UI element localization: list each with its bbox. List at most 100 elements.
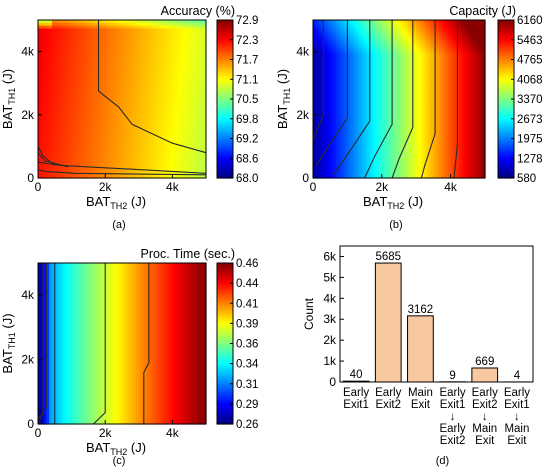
- heatmap-cell: [350, 130, 354, 134]
- heatmap-cell: [155, 76, 159, 80]
- heatmap-cell: [376, 51, 380, 55]
- heatmap-cell: [318, 39, 323, 44]
- heatmap-cell: [54, 96, 59, 100]
- heatmap-cell: [110, 53, 115, 58]
- heatmap-cell: [158, 124, 162, 128]
- heatmap-cell: [91, 56, 95, 61]
- colorbar-segment: [217, 53, 233, 57]
- heatmap-cell: [175, 39, 179, 44]
- heatmap-cell: [313, 118, 317, 123]
- heatmap-cell: [43, 79, 47, 83]
- heatmap-cell: [183, 70, 187, 75]
- heatmap-cell: [370, 45, 374, 49]
- heatmap-cell: [99, 67, 103, 72]
- heatmap-cell: [133, 56, 137, 61]
- heatmap-cell: [147, 34, 151, 38]
- heatmap-cell: [200, 107, 204, 111]
- heatmap-cell: [38, 20, 42, 24]
- heatmap-cell: [88, 107, 92, 111]
- heatmap-cell: [124, 107, 129, 111]
- heatmap-cell: [91, 28, 95, 32]
- heatmap-cell: [376, 130, 380, 134]
- heatmap-cell: [155, 135, 159, 140]
- heatmap-cell: [71, 51, 75, 55]
- heatmap-cell: [77, 107, 81, 111]
- heatmap-cell: [63, 127, 67, 131]
- heatmap-cell: [77, 53, 81, 58]
- heatmap-cell: [186, 158, 190, 162]
- heatmap-cell: [57, 113, 61, 117]
- heatmap-cell: [194, 113, 199, 117]
- heatmap-cell: [102, 155, 106, 159]
- heatmap-cell: [88, 101, 92, 106]
- heatmap-cell: [119, 132, 123, 137]
- heatmap-cell: [358, 67, 363, 72]
- heatmap-cell: [82, 45, 87, 49]
- heatmap-cell: [347, 76, 351, 80]
- heatmap-cell: [341, 20, 346, 24]
- heatmap-cell: [158, 42, 162, 46]
- heatmap-cell: [80, 90, 84, 94]
- heatmap-cell: [80, 172, 84, 176]
- heatmap-cell: [102, 48, 106, 52]
- heatmap-cell: [49, 73, 53, 78]
- heatmap-cell: [113, 146, 117, 151]
- heatmap-cell: [77, 45, 81, 49]
- heatmap-cell: [94, 70, 98, 75]
- heatmap-cell: [80, 39, 84, 44]
- heatmap-cell: [43, 93, 47, 97]
- heatmap-cell: [313, 144, 317, 148]
- heatmap-cell: [82, 39, 87, 44]
- heatmap-cell: [105, 115, 109, 120]
- heatmap-cell: [152, 56, 157, 61]
- heatmap-cell: [124, 158, 129, 162]
- heatmap-cell: [85, 141, 89, 145]
- heatmap-cell: [335, 76, 340, 80]
- heatmap-cell: [358, 110, 363, 114]
- heatmap-cell: [85, 121, 89, 125]
- colorbar-segment: [217, 140, 233, 144]
- heatmap-cell: [133, 163, 137, 168]
- heatmap-cell: [38, 135, 42, 140]
- heatmap-cell: [338, 113, 343, 117]
- heatmap-cell: [364, 76, 369, 80]
- heatmap-cell: [169, 149, 173, 154]
- heatmap-cell: [102, 65, 106, 69]
- heatmap-cell: [133, 25, 137, 30]
- heatmap-cell: [203, 130, 207, 134]
- heatmap-cell: [186, 51, 190, 55]
- heatmap-cell: [164, 163, 168, 168]
- heatmap-cell: [147, 132, 151, 137]
- heatmap-cell: [38, 127, 42, 131]
- heatmap-cell: [133, 135, 137, 140]
- heatmap-cell: [183, 56, 187, 61]
- colorbar-tick-label: 69.2: [236, 134, 258, 146]
- heatmap-cell: [313, 84, 317, 89]
- heatmap-cell: [361, 96, 366, 100]
- heatmap-cell: [178, 31, 182, 35]
- heatmap-cell: [353, 118, 357, 123]
- heatmap-cell: [203, 22, 207, 27]
- heatmap-cell: [172, 118, 176, 123]
- heatmap-cell: [119, 149, 123, 154]
- heatmap-cell: [57, 146, 61, 151]
- heatmap-cell: [180, 42, 185, 46]
- heatmap-cell: [40, 45, 45, 49]
- heatmap-cell: [136, 163, 140, 168]
- heatmap-cell: [91, 172, 95, 176]
- heatmap-cell: [105, 175, 109, 179]
- heatmap-cell: [66, 76, 70, 80]
- heatmap-cell: [110, 118, 115, 123]
- heatmap-cell: [344, 20, 348, 24]
- heatmap-cell: [130, 93, 134, 97]
- heatmap-cell: [347, 39, 351, 44]
- heatmap-cell: [122, 152, 126, 157]
- heatmap-cell: [108, 39, 112, 44]
- heatmap-cell: [49, 22, 53, 27]
- heatmap-cell: [335, 51, 340, 55]
- heatmap-cell: [155, 87, 159, 92]
- colorbar-segment: [217, 136, 233, 140]
- heatmap-cell: [335, 144, 340, 148]
- heatmap-cell: [113, 149, 117, 154]
- heatmap-cell: [158, 73, 162, 78]
